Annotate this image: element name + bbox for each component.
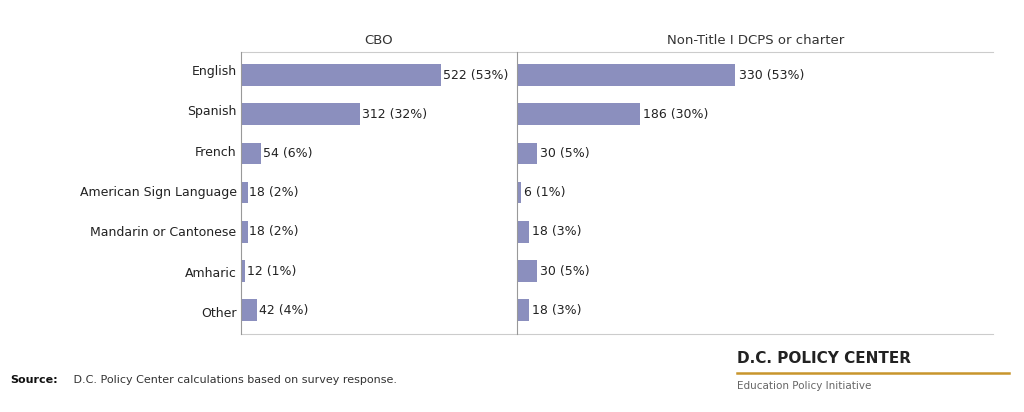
Bar <box>241 143 261 164</box>
Text: Amharic: Amharic <box>184 267 237 280</box>
Text: D.C. Policy Center calculations based on survey response.: D.C. Policy Center calculations based on… <box>70 375 396 385</box>
Text: Source:: Source: <box>10 375 58 385</box>
Bar <box>241 221 248 243</box>
Text: American Sign Language: American Sign Language <box>80 186 237 199</box>
Text: 12 (1%): 12 (1%) <box>247 265 297 278</box>
Text: French: French <box>195 146 237 159</box>
Text: 18 (2%): 18 (2%) <box>250 225 299 238</box>
Bar <box>241 64 441 86</box>
Bar <box>517 260 537 282</box>
Text: Non-Title I DCPS or charter: Non-Title I DCPS or charter <box>667 34 844 47</box>
Text: 18 (3%): 18 (3%) <box>532 304 582 317</box>
Bar <box>517 182 521 204</box>
Text: 30 (5%): 30 (5%) <box>541 147 590 160</box>
Bar <box>241 182 248 204</box>
Text: Education Policy Initiative: Education Policy Initiative <box>737 382 871 391</box>
Text: CBO: CBO <box>365 34 393 47</box>
Text: 186 (30%): 186 (30%) <box>643 108 709 121</box>
Bar <box>241 300 257 321</box>
Bar <box>517 143 537 164</box>
Text: 42 (4%): 42 (4%) <box>259 304 308 317</box>
Bar <box>517 300 529 321</box>
Bar <box>241 103 360 125</box>
Text: 6 (1%): 6 (1%) <box>524 186 566 199</box>
Text: 30 (5%): 30 (5%) <box>541 265 590 278</box>
Bar <box>517 221 529 243</box>
Text: Spanish: Spanish <box>187 105 237 119</box>
Text: 522 (53%): 522 (53%) <box>443 68 508 82</box>
Text: 312 (32%): 312 (32%) <box>362 108 427 121</box>
Text: D.C. POLICY CENTER: D.C. POLICY CENTER <box>737 351 911 365</box>
Text: Other: Other <box>201 307 237 320</box>
Bar <box>241 260 245 282</box>
Text: 54 (6%): 54 (6%) <box>263 147 312 160</box>
Text: Mandarin or Cantonese: Mandarin or Cantonese <box>90 227 237 239</box>
Bar <box>517 103 640 125</box>
Text: 330 (53%): 330 (53%) <box>738 68 804 82</box>
Text: 18 (2%): 18 (2%) <box>250 186 299 199</box>
Text: 18 (3%): 18 (3%) <box>532 225 582 238</box>
Bar <box>517 64 735 86</box>
Text: English: English <box>191 65 237 78</box>
